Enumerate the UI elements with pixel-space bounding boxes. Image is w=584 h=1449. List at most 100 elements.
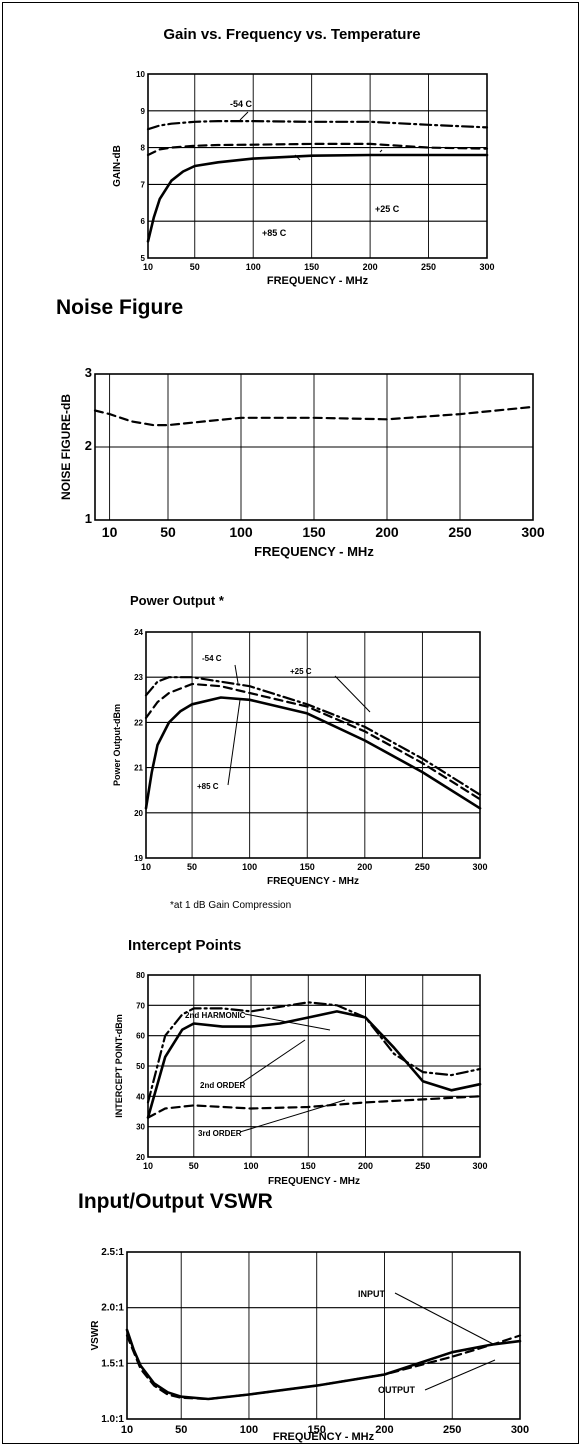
plot-frame	[147, 73, 488, 259]
annotation-label: -54 C	[230, 99, 253, 109]
y-tick-label: 40	[136, 1092, 145, 1101]
series-line	[146, 153, 489, 243]
x-tick-label: 250	[443, 1424, 461, 1436]
x-tick-label: 50	[160, 524, 176, 540]
y-tick-label: 21	[134, 764, 143, 773]
x-tick-label: 200	[375, 1424, 393, 1436]
x-tick-label: 100	[246, 262, 261, 272]
x-axis-title: FREQUENCY - MHz	[268, 1176, 360, 1187]
annotation-leader	[334, 675, 371, 713]
y-tick-label: 50	[136, 1062, 145, 1071]
series-line	[146, 119, 489, 131]
x-tick-label: 250	[421, 262, 436, 272]
annotation-label: 3rd ORDER	[198, 1129, 242, 1138]
x-tick-label: 300	[472, 862, 487, 872]
annotation-leader	[239, 111, 249, 121]
annotation-leader	[379, 149, 383, 153]
annotation-label: +25 C	[290, 667, 312, 676]
y-tick-label: 2.0:1	[101, 1303, 124, 1314]
y-axis-title: Power Output-dBm	[112, 704, 122, 786]
y-tick-label: 20	[134, 809, 143, 818]
x-tick-label: 100	[242, 862, 257, 872]
annotation-leader	[227, 699, 241, 786]
annotation-leader	[244, 1013, 331, 1031]
gain-chart: 10 50 100 150 200 250 300 5 6 7 8 9 10 FREQUENCY - MH…	[112, 70, 495, 287]
y-tick-label: 22	[134, 718, 143, 727]
x-tick-label: 200	[375, 524, 399, 540]
annotation-label: 2nd ORDER	[200, 1081, 246, 1090]
x-tick-label: 200	[358, 1161, 373, 1171]
x-tick-label: 50	[187, 862, 197, 872]
x-tick-label: 10	[143, 262, 153, 272]
annotation-label: 2nd HARMONIC	[185, 1011, 246, 1020]
y-tick-label: 5	[141, 254, 146, 263]
x-tick-label: 200	[357, 862, 372, 872]
vswr-chart: 10 50 100 150 200 250 300 1.0:1 1.5:1 2.0:1 2.5:1 F…	[90, 1247, 529, 1443]
y-tick-label: 20	[136, 1153, 145, 1162]
x-tick-label: 10	[121, 1424, 133, 1436]
x-tick-label: 200	[363, 262, 378, 272]
x-tick-label: 150	[302, 524, 326, 540]
series-line	[125, 1328, 522, 1401]
series-line	[146, 1001, 482, 1104]
y-tick-label: 7	[141, 180, 146, 189]
y-tick-label: 9	[141, 107, 146, 116]
x-tick-label: 150	[300, 862, 315, 872]
annotation-leader	[239, 1099, 346, 1133]
annotation-label: +25 C	[375, 204, 400, 214]
series-line	[144, 676, 482, 796]
x-tick-label: 50	[190, 262, 200, 272]
x-tick-label: 100	[240, 1424, 258, 1436]
y-axis-title: VSWR	[90, 1320, 101, 1351]
annotation-label: INPUT	[358, 1289, 386, 1299]
power-output-chart: 10 50 100 150 200 250 300 19 20 21 22 23 24 FREQUENCY…	[112, 628, 488, 887]
y-tick-label: 60	[136, 1032, 145, 1041]
x-tick-label: 300	[511, 1424, 529, 1436]
annotation-label: +85 C	[262, 228, 287, 238]
chart-4-title: Intercept Points	[128, 937, 241, 954]
x-tick-label: 100	[229, 524, 253, 540]
series-line	[146, 1095, 482, 1119]
chart-3-footnote: *at 1 dB Gain Compression	[170, 900, 291, 911]
x-tick-label: 250	[415, 862, 430, 872]
annotation-label: OUTPUT	[378, 1385, 416, 1395]
y-tick-label: 2	[85, 438, 92, 453]
annotation-leader	[394, 1292, 496, 1346]
x-axis-title: FREQUENCY - MHz	[267, 876, 359, 887]
noise-figure-chart: 10 50 100 150 200 250 300 1 2 3 FREQUENCY - MHz NOI…	[59, 365, 545, 559]
chart-5-title: Input/Output VSWR	[78, 1190, 273, 1213]
y-tick-label: 8	[141, 144, 146, 153]
x-axis-title: FREQUENCY - MHz	[267, 275, 369, 287]
x-tick-label: 300	[472, 1161, 487, 1171]
annotation-label: +85 C	[197, 782, 219, 791]
x-tick-label: 50	[189, 1161, 199, 1171]
x-axis-title: FREQUENCY - MHz	[254, 544, 374, 559]
series-line	[125, 1334, 522, 1401]
x-tick-label: 10	[102, 524, 118, 540]
x-tick-label: 10	[141, 862, 151, 872]
annotation-leader	[234, 664, 239, 684]
series-line	[93, 405, 535, 427]
series-line	[144, 682, 482, 801]
x-tick-label: 100	[244, 1161, 259, 1171]
y-tick-label: 10	[136, 70, 145, 79]
y-axis-title: NOISE FIGURE-dB	[59, 394, 73, 500]
y-tick-label: 70	[136, 1001, 145, 1010]
y-tick-label: 3	[85, 365, 92, 380]
chart-3-title: Power Output *	[130, 593, 225, 608]
y-tick-label: 1.5:1	[101, 1358, 124, 1369]
y-axis-title: GAIN-dB	[112, 145, 123, 187]
chart-1-title: Gain vs. Frequency vs. Temperature	[163, 26, 420, 43]
x-tick-label: 250	[415, 1161, 430, 1171]
annotation-leader	[294, 154, 301, 161]
y-tick-label: 80	[136, 971, 145, 980]
x-tick-label: 300	[521, 524, 545, 540]
intercept-points-chart: 10 50 100 150 200 250 300 20 30 40 50 60 70 80 FREQUEN…	[114, 971, 488, 1187]
x-tick-label: 250	[448, 524, 472, 540]
series-line	[144, 696, 482, 810]
x-axis-title: FREQUENCY - MHz	[273, 1431, 375, 1443]
x-tick-label: 150	[301, 1161, 316, 1171]
x-tick-label: 300	[479, 262, 494, 272]
